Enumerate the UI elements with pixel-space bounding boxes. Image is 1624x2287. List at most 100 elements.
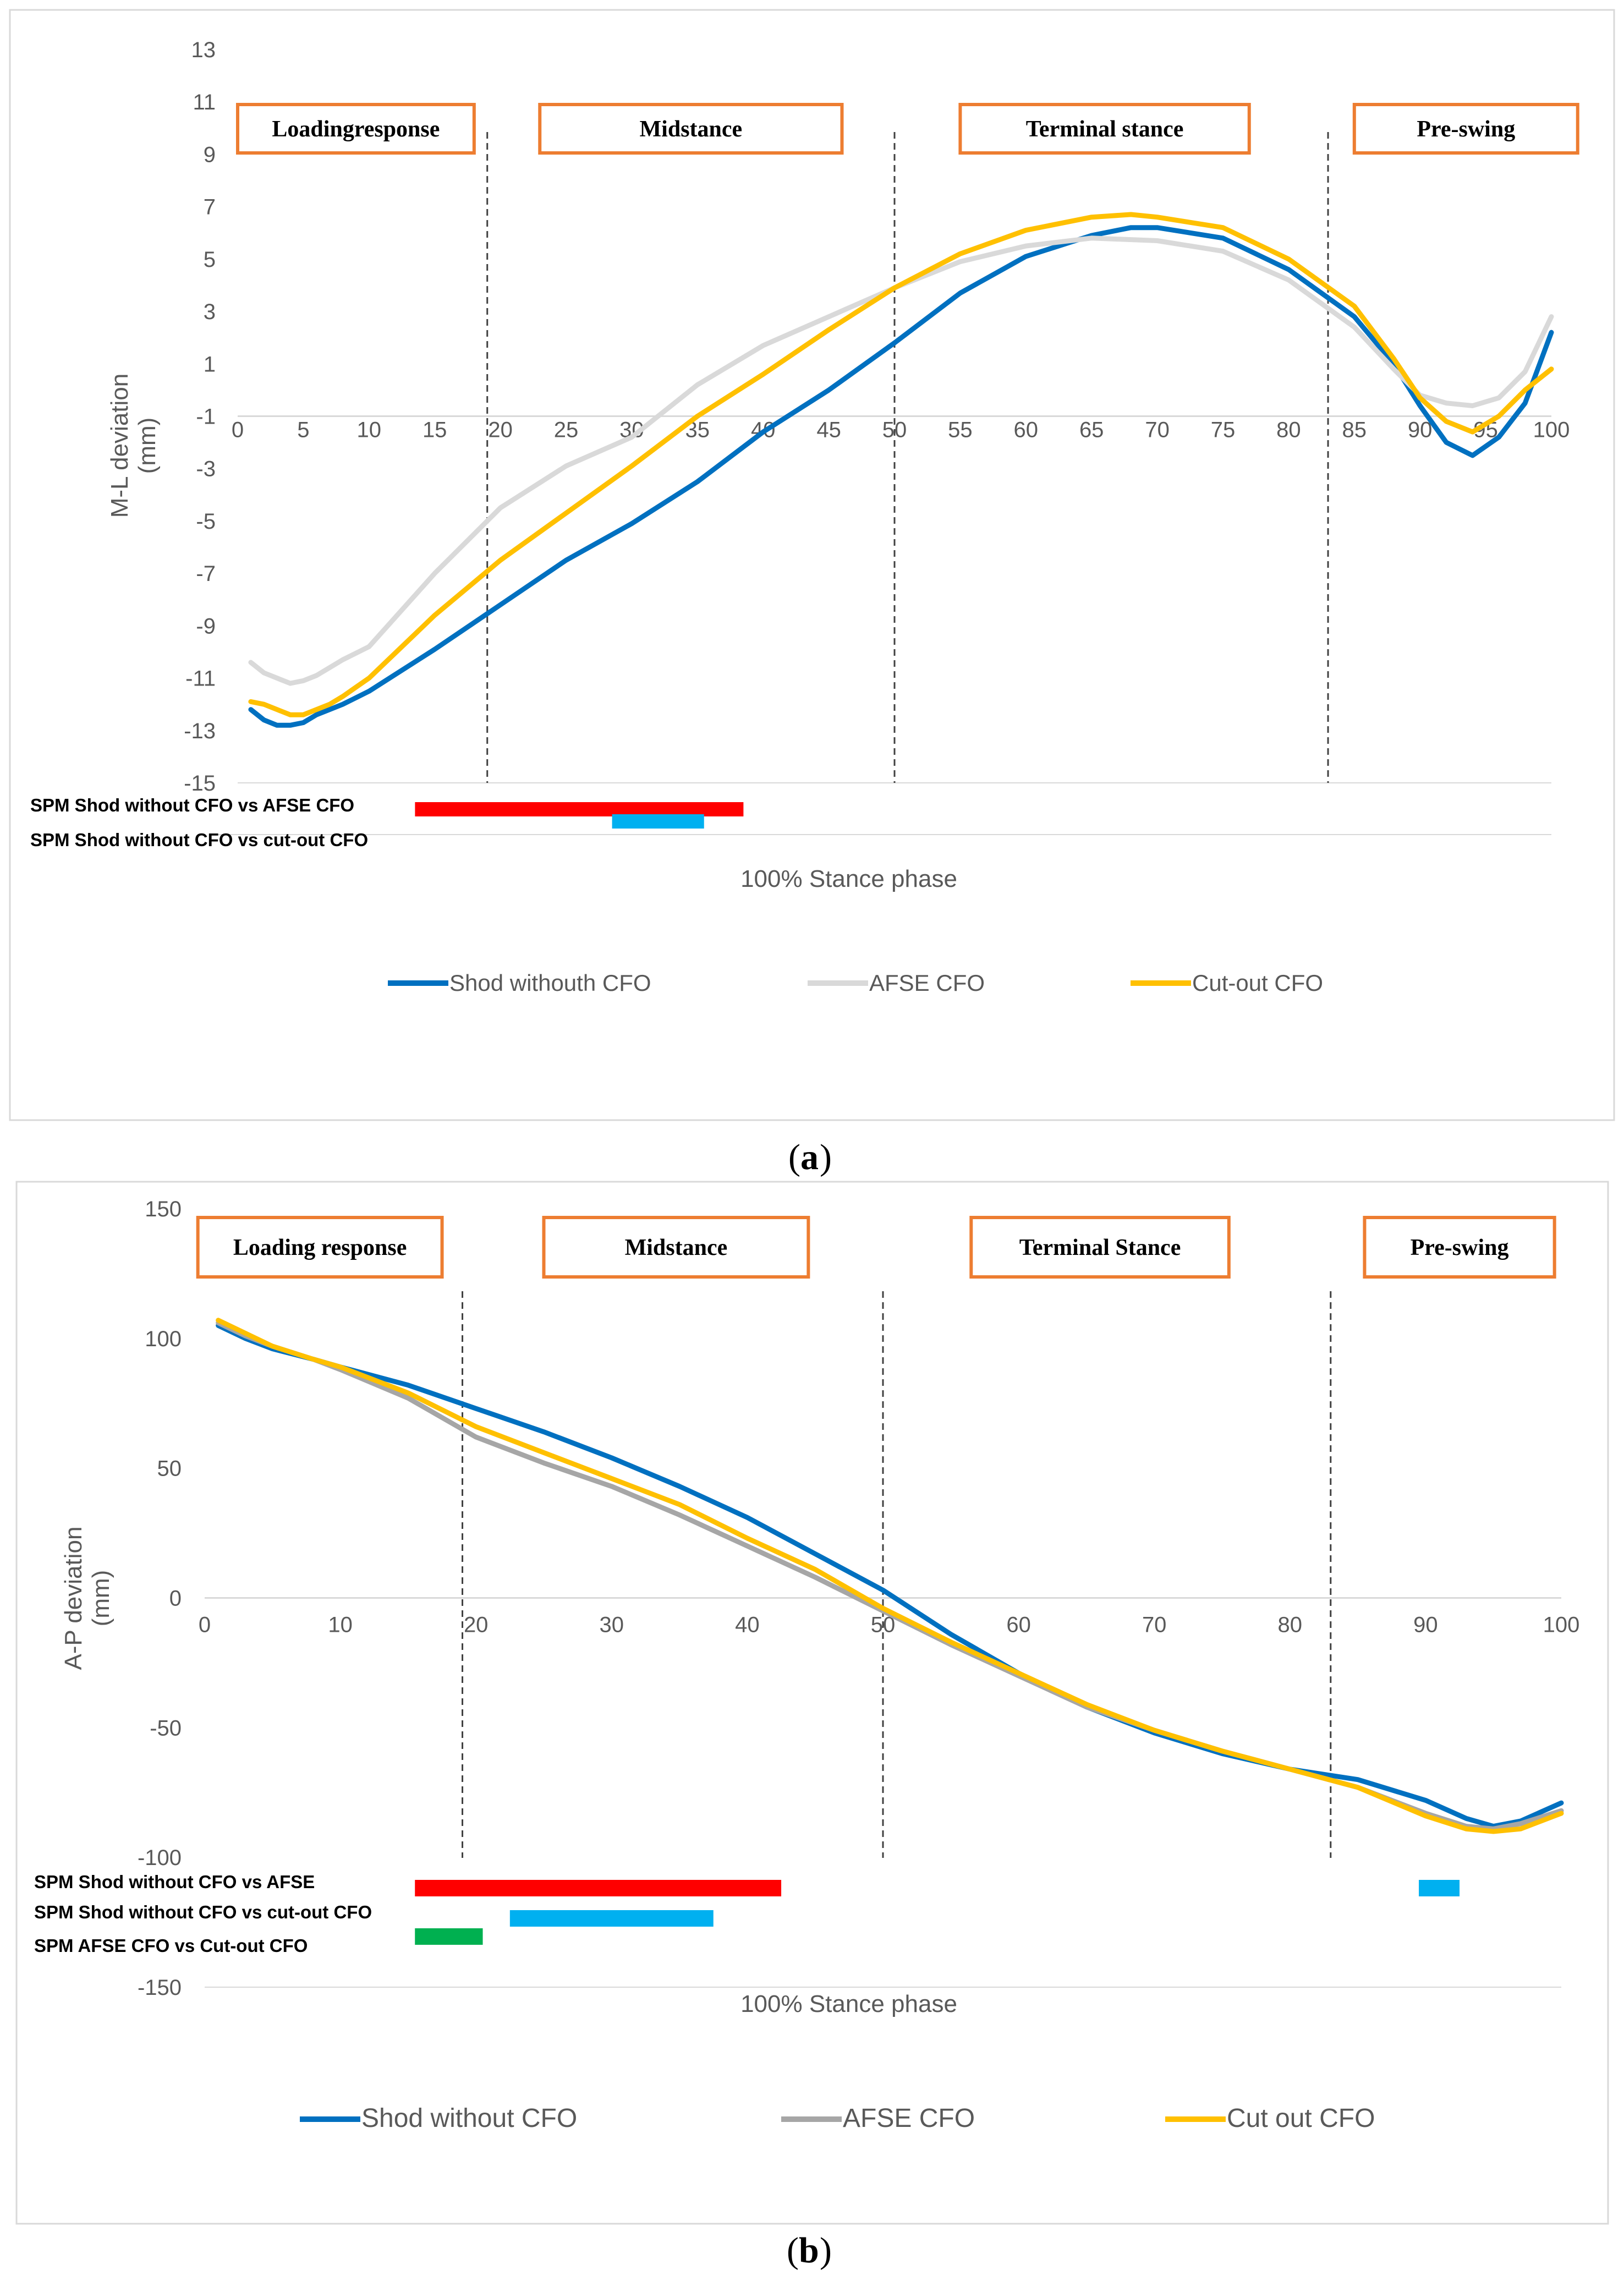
chart-a-y-tick: -15 [184, 771, 216, 796]
chart-a-phase-label: Pre-swing [1417, 117, 1515, 142]
chart-b-x-tick: 40 [735, 1613, 760, 1637]
legend-entry: Cut out CFO [1227, 2104, 1375, 2133]
chart-b-y-tick: 100 [145, 1327, 182, 1351]
chart-a-spm-bar [612, 814, 704, 829]
chart-b-x-tick: 30 [600, 1613, 624, 1637]
series-line-cut-out-cfo [248, 212, 1554, 717]
panel-label-a-text: a [800, 1137, 819, 1177]
chart-a-y-tick: 5 [204, 248, 216, 272]
chart-b-x-tick: 80 [1278, 1613, 1303, 1637]
chart-b-spm-bar [509, 1910, 714, 1927]
chart-b-phase-label: Terminal Stance [1019, 1235, 1181, 1260]
chart-b-y-tick: 0 [169, 1587, 182, 1611]
chart-a-phase-label: Terminal stance [1026, 117, 1184, 142]
chart-a-x-tick: 0 [232, 418, 244, 442]
chart-a-x-tick: 25 [554, 418, 579, 442]
panel-label-b-text: b [799, 2230, 819, 2270]
chart-a-y-tick: -9 [196, 614, 216, 638]
chart-b-x-tick: 70 [1142, 1613, 1167, 1637]
chart-b-y-tick: -150 [138, 1976, 182, 2000]
chart-a-y-axis-title-line2: (mm) [134, 418, 161, 474]
legend-entry: AFSE CFO [843, 2104, 975, 2133]
chart-b-phase-label: Loading response [233, 1235, 407, 1260]
chart-a-x-tick: 85 [1342, 418, 1367, 442]
chart-b-spm-label: SPM Shod without CFO vs AFSE [34, 1872, 315, 1892]
chart-b-x-tick: 100 [1543, 1613, 1580, 1637]
chart-a-x-tick: 65 [1079, 418, 1104, 442]
chart-a-series [248, 212, 1554, 728]
chart-b-phase-box [969, 1216, 1231, 1279]
chart-a-y-tick: 1 [204, 352, 216, 376]
chart-a-spm-bar [415, 802, 744, 816]
chart-a-spm-label: SPM Shod without CFO vs cut-out CFO [30, 830, 368, 850]
chart-a-x-tick: 60 [1014, 418, 1039, 442]
chart-b-spm-bar [415, 1880, 782, 1896]
chart-a-spm-bars: SPM Shod without CFO vs AFSE CFO SPM Shod… [30, 795, 1551, 850]
chart-a-y-tick: -1 [196, 405, 216, 429]
chart-a-y-tick: 9 [204, 142, 216, 167]
chart-b-spm-bar [1419, 1880, 1460, 1896]
chart-b-legend: Shod without CFO AFSE CFO Cut out CFO [300, 2104, 1375, 2133]
chart-a-x-tick: 100 [1533, 418, 1570, 442]
chart-a-x-tick: 10 [357, 418, 382, 442]
chart-a-x-tick: 5 [297, 418, 309, 442]
panel-label-a: ( a ) [788, 1137, 832, 1177]
chart-b-phase-label: Midstance [625, 1235, 728, 1260]
chart-b-x-axis-title: 100% Stance phase [740, 1990, 957, 2017]
chart-a-phase-box [958, 103, 1251, 155]
chart-a-phase-label: Midstance [640, 117, 743, 142]
chart-b-phase-box [542, 1216, 810, 1279]
legend-entry: Shod without CFO [361, 2104, 577, 2133]
legend-entry: AFSE CFO [869, 970, 985, 996]
chart-a-frame [9, 9, 1615, 1121]
chart-a-y-tick: -13 [184, 719, 216, 743]
chart-a-x-tick: 15 [423, 418, 447, 442]
chart-a-x-tick: 80 [1276, 418, 1301, 442]
chart-a-x-tick: 20 [488, 418, 513, 442]
chart-a-y-tick: -11 [185, 667, 216, 691]
chart-b-y-tick: 150 [145, 1197, 182, 1221]
chart-a-y-tick: 3 [204, 300, 216, 324]
chart-a-y-tick: -5 [196, 509, 216, 534]
chart-a-x-tick: 45 [816, 418, 841, 442]
chart-b-y-tick: -100 [138, 1846, 182, 1870]
chart-b-y-axis-title-line1: A-P deviation [60, 1527, 87, 1670]
svg-text:(: ( [787, 2230, 799, 2270]
chart-a-x-tick: 90 [1408, 418, 1433, 442]
chart-b-frame [15, 1181, 1609, 2225]
svg-text:(: ( [788, 1137, 800, 1177]
chart-b-spm-bars: SPM Shod without CFO vs AFSE SPM Shod wit… [34, 1872, 1460, 1956]
chart-a-y-tick: -3 [196, 457, 216, 481]
legend-entry: Shod withouth CFO [449, 970, 651, 996]
chart-b-y-axis-title-line2: (mm) [87, 1570, 114, 1627]
chart-b-x-tick: 20 [464, 1613, 489, 1637]
legend-entry: Cut-out CFO [1192, 970, 1323, 996]
chart-a-phase-box [538, 103, 844, 155]
chart-b-phase-label: Pre-swing [1411, 1235, 1509, 1260]
chart-a-phase-labels: Loadingresponse Midstance Terminal stance P… [236, 103, 1579, 155]
chart-a-legend: Shod withouth CFO AFSE CFO Cut-out CFO [388, 970, 1323, 996]
chart-a-y-tick: -7 [196, 562, 216, 586]
chart-b-phase-box [196, 1216, 444, 1279]
svg-text:): ) [820, 1137, 832, 1177]
chart-b-spm-label: SPM AFSE CFO vs Cut-out CFO [34, 1935, 308, 1956]
chart-a-y-tick: 7 [204, 195, 216, 220]
chart-a-y-tick: 13 [191, 38, 216, 62]
chart-b-spm-bar [415, 1928, 483, 1945]
chart-a-phase-label: Loadingresponse [272, 117, 440, 142]
chart-a-x-tick: 55 [948, 418, 973, 442]
chart-a-y-axis-title-line1: M-L deviation [106, 374, 133, 518]
series-line-shod-withouth-cfo [248, 225, 1554, 728]
chart-b-x-tick: 10 [328, 1613, 353, 1637]
chart-b-y-tick: 50 [157, 1457, 182, 1481]
series-line-cut-out-cfo [216, 1318, 1564, 1834]
svg-text:): ) [820, 2230, 832, 2270]
chart-a-phase-box [236, 103, 476, 155]
chart-b-phase-box [1363, 1216, 1556, 1279]
chart-b-phase-labels: Loading response Midstance Terminal Stance… [196, 1216, 1556, 1279]
chart-b-x-tick: 90 [1413, 1613, 1438, 1637]
